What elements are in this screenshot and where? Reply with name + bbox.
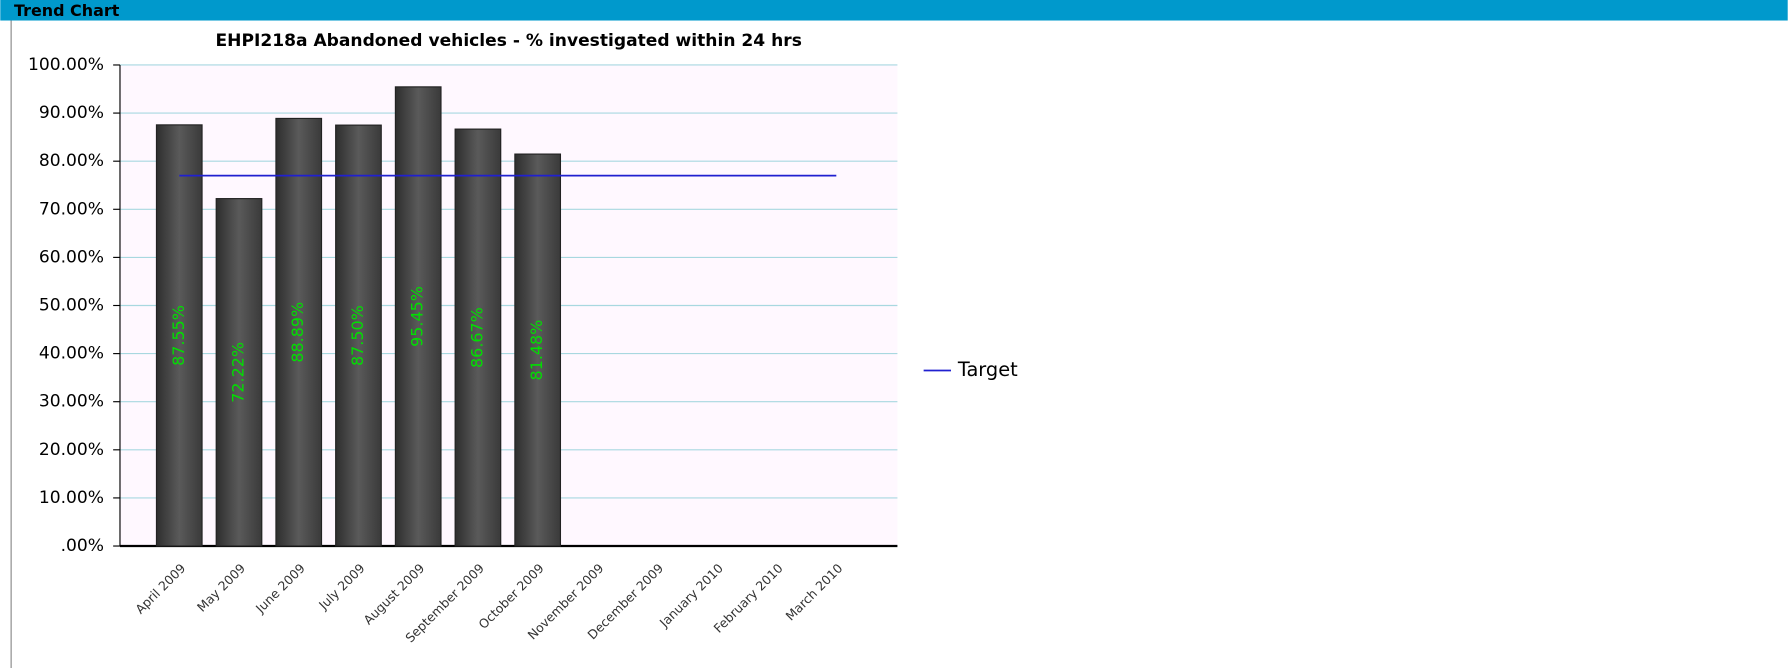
bar xyxy=(155,124,203,547)
x-tick-label: July 2009 xyxy=(315,561,368,614)
data-label: 72.22% xyxy=(228,342,247,403)
bar xyxy=(335,124,382,547)
y-tick-label: 80.00% xyxy=(39,151,104,171)
bar xyxy=(514,153,562,547)
legend-label: Target xyxy=(957,358,1018,381)
data-label: 86.67% xyxy=(467,307,486,368)
x-tick-label: March 2010 xyxy=(783,561,846,624)
y-tick-label: .00% xyxy=(61,536,104,556)
chart-title: EHPI218a Abandoned vehicles - % investig… xyxy=(216,31,802,51)
data-label: 81.48% xyxy=(527,320,546,381)
bar xyxy=(215,198,263,547)
y-tick-label: 40.00% xyxy=(39,344,104,364)
header-title: Trend Chart xyxy=(14,1,120,20)
y-tick-label: 20.00% xyxy=(39,440,104,460)
y-tick-label: 100.00% xyxy=(28,55,104,75)
data-label: 87.55% xyxy=(169,305,188,366)
y-tick-label: 90.00% xyxy=(39,103,104,123)
bar xyxy=(275,117,323,547)
data-label: 95.45% xyxy=(408,286,427,347)
header-bar xyxy=(0,0,1788,21)
y-tick-label: 60.00% xyxy=(39,247,104,267)
bar xyxy=(454,128,502,547)
y-tick-label: 70.00% xyxy=(39,199,104,219)
bar xyxy=(394,86,442,547)
data-label: 88.89% xyxy=(288,302,307,363)
x-tick-label: June 2009 xyxy=(252,561,308,617)
x-tick-label: August 2009 xyxy=(360,561,427,628)
y-tick-label: 10.00% xyxy=(39,488,104,508)
y-tick-label: 50.00% xyxy=(39,296,104,316)
x-tick-label: April 2009 xyxy=(132,561,188,617)
x-tick-label: May 2009 xyxy=(194,561,248,615)
data-label: 87.50% xyxy=(348,305,367,366)
y-tick-label: 30.00% xyxy=(39,392,104,412)
